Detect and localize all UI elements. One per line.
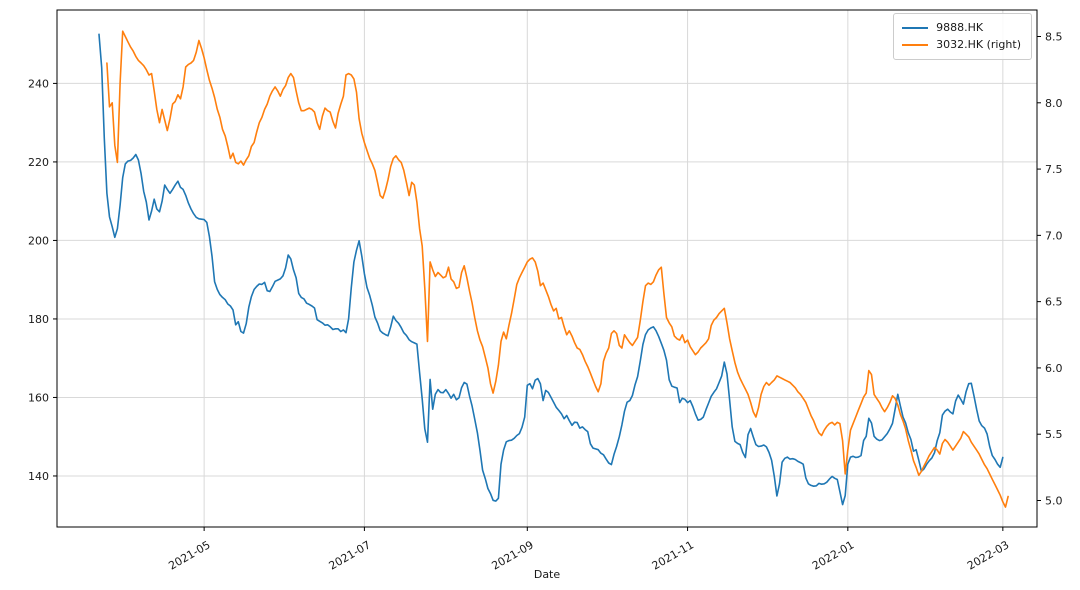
y-left-tick-label: 160 — [28, 391, 49, 404]
y-right-tick-label: 8.5 — [1045, 31, 1063, 44]
y-right-tick-label: 5.0 — [1045, 494, 1063, 507]
y-right-tick-label: 7.5 — [1045, 163, 1063, 176]
x-axis-title: Date — [533, 568, 561, 581]
series-line-9888 — [98, 33, 1004, 506]
y-left-tick-label: 200 — [28, 234, 49, 247]
y-left-tick-label: 220 — [28, 156, 49, 169]
legend: 9888.HK 3032.HK (right) — [893, 13, 1032, 60]
y-right-tick-label: 8.0 — [1045, 97, 1063, 110]
y-right-tick-label: 5.5 — [1045, 428, 1063, 441]
legend-item-9888hk: 9888.HK — [902, 19, 1021, 36]
legend-label-3032hk: 3032.HK (right) — [936, 38, 1021, 51]
blue-line-sample — [902, 26, 929, 29]
y-right-tick-label: 6.0 — [1045, 362, 1063, 375]
y-right-tick-label: 7.0 — [1045, 229, 1063, 242]
series-line-3032 — [106, 30, 1009, 508]
y-left-tick-label: 140 — [28, 470, 49, 483]
y-left-tick-label: 240 — [28, 77, 49, 90]
orange-line-sample — [902, 43, 929, 46]
legend-item-3032hk: 3032.HK (right) — [902, 36, 1021, 53]
y-left-tick-label: 180 — [28, 313, 49, 326]
plot-frame — [56, 9, 1038, 528]
y-right-tick-label: 6.5 — [1045, 296, 1063, 309]
legend-label-9888hk: 9888.HK — [936, 21, 984, 34]
